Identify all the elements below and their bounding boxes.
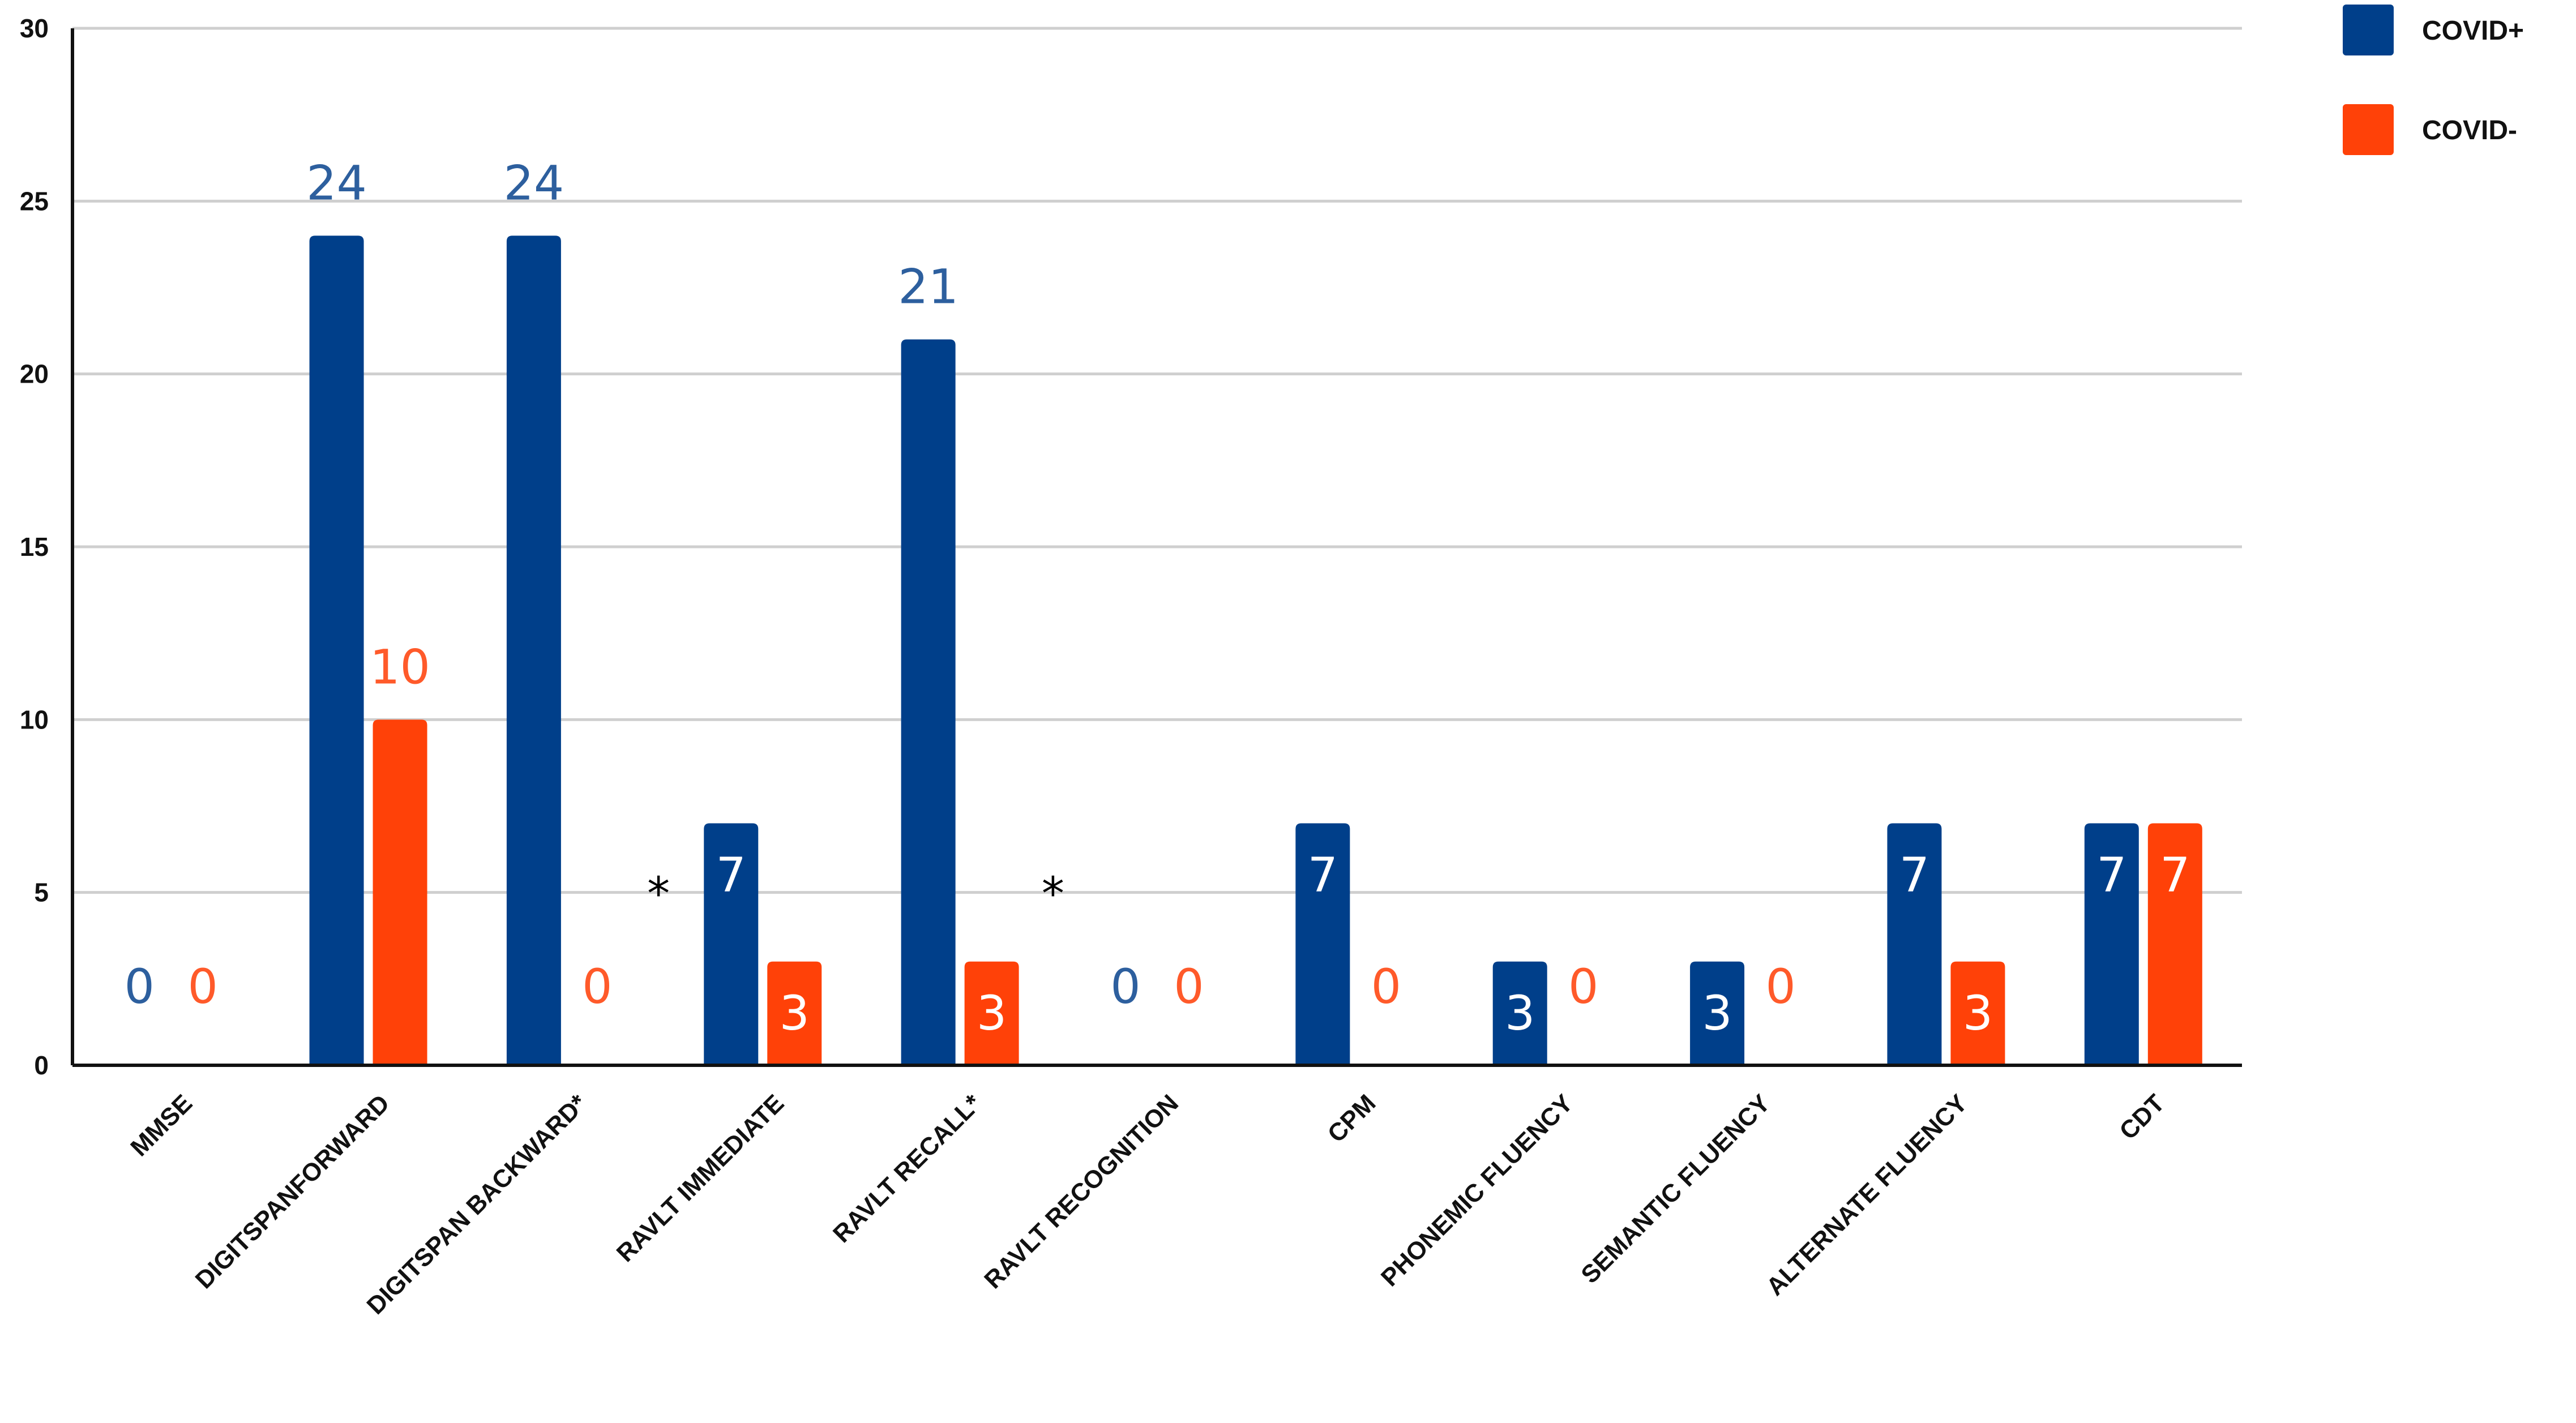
covid-positive-bar (309, 235, 364, 1065)
y-tick-label: 15 (20, 532, 49, 562)
x-category-label: RAVLT IMMEDIATE (611, 1089, 790, 1267)
covid-positive-bar (2084, 823, 2139, 1065)
covid-positive-bar (506, 235, 561, 1065)
x-category-label: RAVLT RECOGNITION (979, 1089, 1184, 1294)
data-label: 24 (306, 155, 367, 211)
legend-swatch (2343, 104, 2394, 155)
data-label: 0 (1371, 959, 1401, 1014)
x-category-label: ALTERNATE FLUENCY (1761, 1089, 1973, 1301)
x-category-label: PHONEMIC FLUENCY (1376, 1089, 1578, 1292)
x-category-label: MMSE (125, 1089, 198, 1161)
data-label: 0 (187, 959, 217, 1014)
covid-negative-bar (2147, 823, 2202, 1065)
gridlines (72, 27, 2242, 894)
data-label: 3 (1963, 985, 1993, 1041)
y-tick-label: 0 (34, 1051, 49, 1080)
data-label: 0 (1174, 959, 1204, 1014)
y-tick-label: 10 (20, 705, 49, 734)
covid-positive-bar (704, 823, 759, 1065)
data-label: 7 (2096, 847, 2126, 903)
data-label: 7 (1308, 847, 1338, 903)
y-tick-label: 25 (20, 186, 49, 216)
covid-positive-bar (1690, 961, 1745, 1065)
data-label: 3 (977, 985, 1007, 1041)
data-label: 7 (2160, 847, 2190, 903)
axes (71, 28, 2242, 1067)
data-label: 3 (1702, 985, 1732, 1041)
annotations: * * (647, 868, 1064, 920)
data-label: 0 (1110, 959, 1140, 1014)
legend-label: COVID- (2422, 115, 2517, 145)
data-label: 0 (124, 959, 154, 1014)
data-label: 21 (898, 259, 958, 315)
x-category-label: CPM (1323, 1089, 1381, 1148)
data-label: 7 (1899, 847, 1929, 903)
covid-positive-bar (1492, 961, 1547, 1065)
covid-negative-bar (1950, 961, 2005, 1065)
x-category-label: DIGITSPANFORWARD (190, 1089, 395, 1294)
x-category-label: CDT (2114, 1089, 2170, 1145)
data-label: 24 (503, 155, 564, 211)
legend-swatch (2343, 5, 2394, 55)
x-category-label: RAVLT RECALL* (828, 1089, 987, 1248)
data-label: 0 (582, 959, 612, 1014)
y-tick-label: 20 (20, 359, 49, 389)
y-axis-tick-labels: 0 5 10 15 20 25 30 (20, 14, 49, 1080)
x-category-label: DIGITSPAN BACKWARD* (362, 1089, 593, 1320)
data-label: 3 (1505, 985, 1535, 1041)
data-label: 0 (1765, 959, 1795, 1014)
data-label: 7 (716, 847, 746, 903)
covid-negative-bar (964, 961, 1019, 1065)
covid-positive-bar (1295, 823, 1350, 1065)
covid-negative-bar (373, 719, 427, 1065)
covid-negative-bar (767, 961, 822, 1065)
x-category-label: SEMANTIC FLUENCY (1576, 1089, 1775, 1289)
y-tick-label: 5 (34, 878, 49, 907)
y-tick-label: 30 (20, 14, 49, 43)
bars (309, 235, 2202, 1065)
data-label: 0 (1568, 959, 1598, 1014)
legend: COVID+ COVID- (2343, 5, 2524, 155)
legend-label: COVID+ (2422, 16, 2524, 46)
data-label: 3 (780, 985, 810, 1041)
covid-positive-bar (901, 339, 956, 1065)
significance-asterisk: * (647, 868, 670, 920)
data-label: 10 (370, 639, 430, 695)
covid-positive-bar (1887, 823, 1942, 1065)
significance-asterisk: * (1042, 868, 1064, 920)
